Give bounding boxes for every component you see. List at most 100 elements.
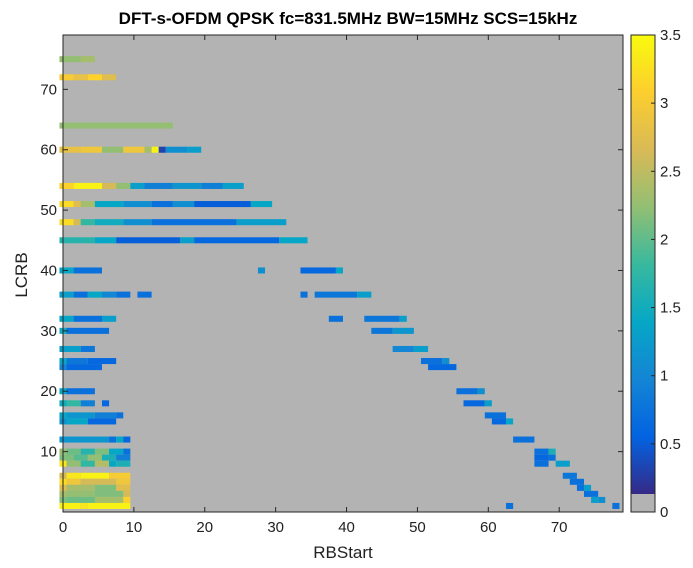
heatmap-cells — [59, 56, 620, 509]
heatmap-cell — [484, 412, 507, 419]
heatmap-cell — [116, 478, 131, 485]
heatmap-cell — [194, 237, 280, 244]
heatmap-cell — [59, 122, 173, 129]
heatmap-cell — [66, 358, 88, 365]
heatmap-cell — [59, 454, 74, 461]
heatmap-cell — [420, 358, 443, 365]
y-tick-label: 60 — [40, 142, 57, 159]
heatmap-cell — [94, 237, 117, 244]
heatmap-cell — [144, 146, 152, 153]
heatmap-cell — [101, 315, 117, 322]
heatmap-cell — [66, 496, 95, 503]
x-tick-label: 50 — [409, 519, 426, 536]
x-tick-label: 30 — [267, 519, 284, 536]
heatmap-cell — [59, 146, 81, 153]
heatmap-cell — [80, 345, 95, 352]
heatmap-cell — [364, 315, 400, 322]
heatmap-cell — [94, 412, 117, 419]
heatmap-cell — [137, 291, 152, 298]
x-tick-label: 40 — [338, 519, 355, 536]
colorbar-frame — [630, 34, 656, 513]
heatmap-cell — [73, 201, 81, 208]
heatmap-cell — [123, 436, 131, 443]
colorbar-ticks: 0 0.5 1 1.5 2 2.5 3 3.5 — [651, 27, 681, 521]
heatmap-cell — [66, 418, 88, 425]
x-tick-label: 0 — [59, 519, 67, 536]
heatmap-cell — [371, 327, 393, 334]
heatmap-cell — [123, 201, 152, 208]
y-axis-label: LCRB — [12, 252, 31, 297]
colorbar-tick-label: 3 — [660, 95, 668, 112]
heatmap-cell — [80, 448, 95, 455]
heatmap-cell — [513, 436, 535, 443]
heatmap-cell — [66, 412, 95, 419]
heatmap-cell — [87, 502, 131, 509]
heatmap-cell — [116, 460, 131, 467]
heatmap-cell — [591, 496, 599, 503]
heatmap-cell — [314, 291, 358, 298]
heatmap-cell — [123, 146, 145, 153]
heatmap-cell — [463, 400, 485, 407]
colorbar-tick-label: 2 — [660, 231, 668, 248]
heatmap-cell — [66, 364, 102, 371]
heatmap-cell — [101, 400, 110, 407]
heatmap-cell — [80, 219, 95, 226]
colorbar-tick-label: 1 — [660, 368, 668, 385]
y-tick-label: 10 — [40, 444, 57, 461]
heatmap-cell — [123, 490, 131, 497]
heatmap-cell — [94, 448, 110, 455]
heatmap-cell — [477, 388, 485, 395]
heatmap-cell — [73, 267, 102, 274]
heatmap-cell — [59, 201, 74, 208]
heatmap-cell — [101, 74, 117, 81]
heatmap-cell — [66, 400, 81, 407]
heatmap-cell — [165, 146, 188, 153]
heatmap-cell — [109, 436, 117, 443]
colorbar-tick-label: 3.5 — [660, 27, 681, 44]
heatmap-cell — [59, 237, 95, 244]
y-tick-label: 50 — [40, 202, 57, 219]
heatmap-cell — [59, 436, 110, 443]
heatmap-cell — [335, 267, 343, 274]
heatmap-cell — [179, 237, 195, 244]
heatmap-cell — [151, 201, 173, 208]
heatmap-cell — [109, 472, 131, 479]
heatmap-cell — [548, 448, 556, 455]
heatmap-cell — [87, 358, 117, 365]
heatmap-cell — [187, 146, 202, 153]
heatmap-cell — [94, 496, 124, 503]
heatmap-cell — [222, 182, 244, 189]
heatmap-cell — [94, 201, 124, 208]
heatmap-cell — [151, 146, 159, 153]
heatmap-cell — [116, 291, 131, 298]
heatmap-cell — [73, 291, 88, 298]
heatmap-cell — [80, 201, 95, 208]
heatmap-cell — [172, 182, 202, 189]
heatmap-cell — [300, 267, 336, 274]
heatmap-cell — [555, 460, 570, 467]
heatmap-cell — [80, 56, 95, 63]
heatmap-cell — [80, 460, 95, 467]
heatmap-cell — [73, 315, 102, 322]
heatmap-cell — [101, 182, 117, 189]
colorbar-tick-label: 2.5 — [660, 163, 681, 180]
y-tick-label: 40 — [40, 262, 57, 279]
heatmap-cell — [73, 182, 102, 189]
heatmap-cell — [87, 74, 102, 81]
heatmap-cell — [236, 219, 287, 226]
heatmap-cell — [442, 358, 450, 365]
x-axis-ticks: 0 10 20 30 40 50 60 70 — [59, 35, 568, 536]
heatmap-cell — [101, 291, 117, 298]
x-tick-label: 20 — [196, 519, 213, 536]
heatmap-cell — [428, 364, 457, 371]
heatmap-cell — [484, 400, 492, 407]
heatmap-cell — [66, 388, 95, 395]
colorbar-below-min-swatch — [631, 494, 655, 512]
heatmap-cell — [59, 291, 74, 298]
heatmap-cell — [80, 502, 88, 509]
heatmap-cell — [534, 460, 549, 467]
heatmap-cell — [392, 327, 414, 334]
heatmap-cell — [116, 237, 180, 244]
heatmap-cell — [576, 484, 585, 491]
